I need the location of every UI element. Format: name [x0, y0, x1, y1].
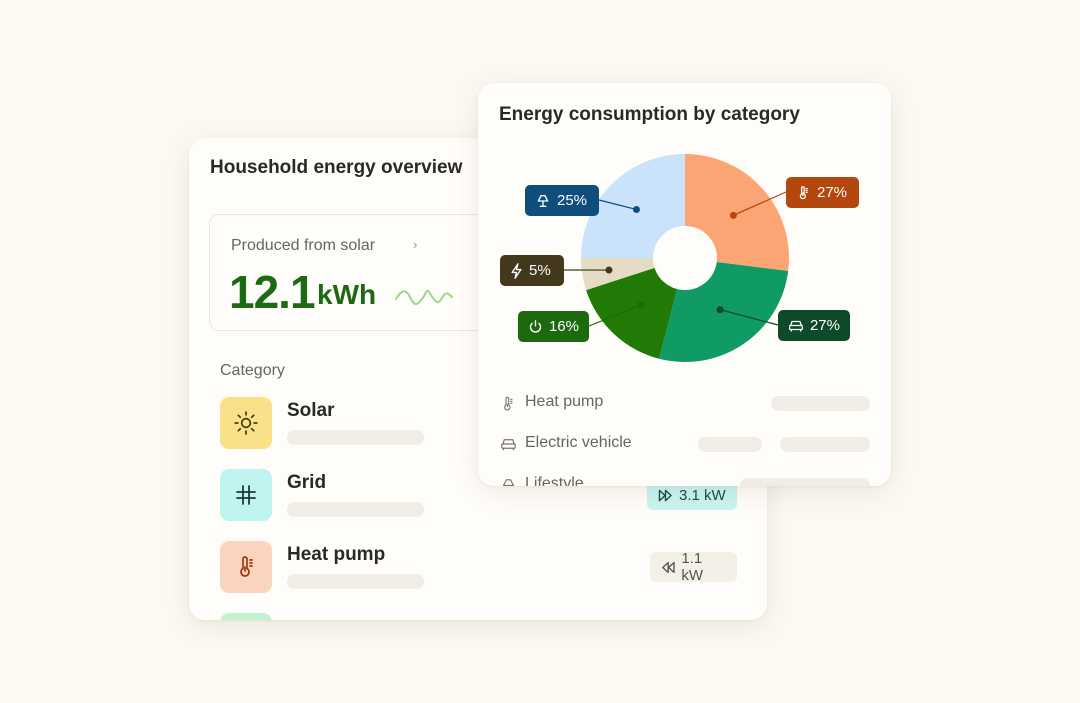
legend-row-heat-pump[interactable]: Heat pump [500, 393, 870, 415]
slice-label: 27% [809, 317, 840, 334]
category-icon-tile [220, 469, 272, 521]
chart-title: Energy consumption by category [499, 104, 800, 125]
leader-dot [605, 266, 613, 274]
placeholder-bar [771, 396, 870, 411]
sun-icon [234, 411, 258, 435]
grid-rate: 3.1 kW [679, 486, 726, 504]
slice-label: 27% [817, 184, 848, 201]
placeholder-bar [740, 478, 870, 486]
pie-slice[interactable] [581, 154, 685, 258]
placeholder-bar [780, 437, 870, 452]
legend-name: Heat pump [525, 393, 604, 410]
slice-label: 16% [548, 318, 579, 335]
legend-row-lifestyle[interactable]: Lifestyle [500, 475, 870, 486]
category-row-partial[interactable] [220, 613, 740, 620]
car-icon [501, 439, 516, 451]
placeholder-bar [287, 574, 424, 589]
slice-tag-power[interactable]: 16% [518, 311, 589, 342]
solar-label: Produced from solar [231, 237, 376, 254]
legend-row-electric-vehicle[interactable]: Electric vehicle [500, 434, 870, 456]
thermometer-icon [799, 185, 808, 199]
category-icon-tile [220, 541, 272, 593]
car-icon [788, 320, 803, 332]
slice-label: 25% [557, 192, 588, 209]
category-row-heat-pump[interactable]: Heat pump 1.1 kW [220, 541, 740, 593]
placeholder-bar [287, 502, 424, 517]
slice-label: 5% [529, 262, 551, 279]
leader-line [733, 191, 787, 216]
leader-dot [632, 205, 640, 213]
category-heading: Category [220, 362, 285, 379]
leader-line [598, 199, 637, 211]
leader-dot [716, 306, 724, 314]
category-name: Grid [287, 472, 327, 493]
pie-hole [653, 226, 717, 290]
chevron-right-icon: › [413, 237, 418, 252]
slice-tag-bolt[interactable]: 5% [500, 255, 564, 286]
bolt-icon [511, 262, 522, 279]
solar-production-tile[interactable]: Produced from solar › 12.1 kWh [209, 214, 541, 331]
play-back-icon [662, 561, 675, 573]
pie-slice[interactable] [586, 258, 685, 359]
solar-value: 12.1 [229, 266, 316, 318]
leader-line [719, 309, 779, 326]
placeholder-bar [698, 437, 762, 452]
lamp-icon [537, 194, 549, 207]
leader-dot [729, 211, 737, 219]
legend-name: Electric vehicle [525, 434, 632, 451]
overview-title: Household energy overview [210, 157, 463, 178]
thermometer-icon [504, 396, 513, 411]
legend-name: Lifestyle [525, 475, 584, 486]
consumption-chart-card: Energy consumption by category 27% 27% 1… [478, 83, 891, 486]
thermometer-icon [240, 556, 253, 577]
slice-tag-heat-pump[interactable]: 27% [786, 177, 859, 208]
grid-icon [236, 485, 256, 505]
category-name: Solar [287, 400, 335, 421]
category-icon-tile [220, 613, 272, 620]
category-icon-tile [220, 397, 272, 449]
solar-sparkline-icon [395, 289, 453, 305]
slice-tag-electric-vehicle[interactable]: 27% [778, 310, 850, 341]
leader-line [588, 304, 642, 327]
heat-pump-rate-badge: 1.1 kW [650, 550, 737, 584]
category-row-solar[interactable]: Solar [220, 397, 740, 449]
placeholder-bar [287, 430, 424, 445]
leader-dot [637, 301, 645, 309]
heat-pump-rate: 1.1 kW [681, 550, 704, 584]
power-icon [529, 320, 542, 333]
slice-tag-lifestyle[interactable]: 25% [525, 185, 599, 216]
play-forward-icon [658, 489, 672, 501]
category-name: Heat pump [287, 544, 386, 565]
lamp-icon [502, 479, 515, 486]
pie-chart [563, 154, 789, 362]
solar-unit: kWh [317, 279, 377, 310]
